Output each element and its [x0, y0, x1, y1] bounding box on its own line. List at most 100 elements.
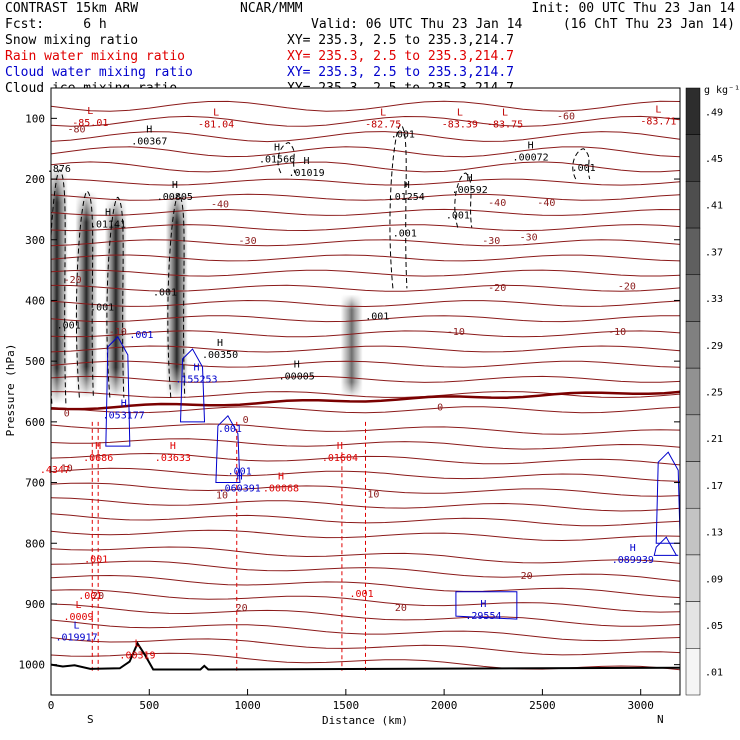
contour-label: .001: [129, 330, 153, 341]
y-tick-label: 200: [25, 173, 45, 186]
isotherm-line: [51, 208, 680, 216]
extremum-marker: H: [172, 180, 178, 191]
extremum-value: .00005: [279, 371, 315, 382]
cloud-ice-contour: [75, 190, 94, 398]
freezing-level-line: [51, 390, 680, 411]
extremum-marker: H: [630, 543, 636, 554]
y-tick-label: 400: [25, 294, 45, 307]
colorbar-swatch: [685, 227, 701, 276]
isotherm-label: 20: [521, 571, 533, 582]
extremum-value: .0009: [63, 612, 93, 623]
isotherm-label: 20: [92, 591, 104, 602]
extremum-marker: L: [457, 107, 463, 118]
isotherm-layer: [51, 100, 680, 671]
colorbar-swatch: [685, 134, 701, 182]
isotherm-label: -10: [447, 327, 465, 338]
isotherm-label: -30: [482, 236, 500, 247]
figure-header: CONTRAST 15km ARW Fcst: 6 h NCAR/MMM Val…: [5, 1, 735, 32]
extremum-marker: H: [170, 441, 176, 452]
isotherm-line: [51, 100, 680, 112]
extremum-marker: H: [294, 359, 300, 370]
colorbar-swatch: [685, 461, 701, 509]
isotherm-label: -60: [557, 111, 575, 122]
field-label: Cloud water mixing ratio: [5, 65, 193, 80]
extremum-value: -83.39: [442, 119, 478, 130]
extremum-value: .00367: [131, 136, 167, 147]
colorbar-swatch: [685, 87, 701, 135]
cloud-ice-contour: [51, 169, 67, 404]
y-tick-label: 700: [25, 477, 45, 490]
extremum-value: .03633: [155, 453, 191, 464]
extremum-value: -85.01: [72, 118, 108, 129]
annotation-layer: -80 -60 -40 -40 -40 -30 -30 -30 -20 -20 -20 -10 -10 -…: [40, 104, 677, 661]
colorbar-label: .37: [705, 247, 723, 258]
extremum-marker: H: [278, 472, 284, 483]
field-label: Rain water mixing ratio: [5, 49, 185, 64]
colorbar-label: .05: [705, 621, 723, 632]
extremum-value: .00805: [157, 192, 193, 203]
x-tick-label: 500: [139, 699, 159, 712]
field-label: Snow mixing ratio: [5, 33, 138, 48]
extremum-marker: L: [380, 107, 386, 118]
extremum-value: .00072: [513, 153, 549, 164]
colorbar-swatch: [685, 321, 701, 369]
terrain-layer: [51, 641, 680, 671]
y-tick-label: 100: [25, 112, 45, 125]
colorbar-label: .01: [705, 668, 723, 679]
extremum-marker: H: [337, 441, 343, 452]
x-tick-label: 1000: [234, 699, 261, 712]
x-tick-label: 2500: [529, 699, 556, 712]
extremum-marker: L: [134, 638, 140, 649]
extremum-marker: L: [74, 620, 80, 631]
y-tick-label: 300: [25, 234, 45, 247]
extremum-marker: H: [528, 141, 534, 152]
extremum-marker: H: [95, 441, 101, 452]
cloud-ice-contour: [389, 123, 408, 289]
extremum-value: .0686: [83, 453, 113, 464]
x-tick-label: 3000: [627, 699, 654, 712]
isotherm-label: -40: [488, 198, 506, 209]
x-endpoint-south: S: [87, 713, 94, 726]
colorbar-label: .33: [705, 294, 723, 305]
extremum-marker: H: [480, 599, 486, 610]
cloud-water-contour: [653, 536, 679, 556]
extremum-value: -83.75: [487, 119, 523, 130]
isotherm-line: [51, 345, 680, 353]
colorbar-label: .13: [705, 528, 723, 539]
valid-time: Valid: 06 UTC Thu 23 Jan 14: [311, 17, 522, 32]
colorbar-swatch: [685, 507, 701, 556]
isotherm-line: [51, 284, 680, 292]
isotherm-label: -20: [488, 283, 506, 294]
y-tick-label: 600: [25, 416, 45, 429]
extremum-marker: H: [121, 399, 127, 410]
cloud-water-contour: [215, 414, 241, 484]
field-xy-range: XY= 235.3, 2.5 to 235.3,214.7: [287, 33, 514, 48]
snow-column: [340, 294, 363, 398]
isotherm-label: 0: [64, 409, 70, 420]
cloud-ice-contour: [167, 193, 186, 398]
field-xy-range: XY= 235.3, 2.5 to 235.3,214.7: [287, 65, 514, 80]
isotherm-label: -10: [608, 327, 626, 338]
extremum-marker: H: [193, 362, 199, 373]
isotherm-line: [51, 546, 680, 564]
extremum-marker: L: [502, 107, 508, 118]
contour-label: .001: [365, 312, 389, 323]
extremum-marker: H: [217, 338, 223, 349]
colorbar-label: .09: [705, 574, 723, 585]
extremum-value: .155253: [175, 374, 217, 385]
x-axis-label: Distance (km): [322, 714, 408, 727]
isotherm-line: [51, 269, 680, 277]
forecast-hour: Fcst: 6 h: [5, 17, 107, 32]
contour-label: .001: [393, 228, 417, 239]
colorbar-swatch: [685, 181, 701, 229]
isotherm-line: [51, 146, 680, 158]
colorbar-label: .41: [705, 201, 723, 212]
isotherm-line: [51, 390, 680, 399]
isotherm-line: [51, 560, 680, 582]
extremum-marker: H: [274, 143, 280, 154]
contour-label: .001: [572, 163, 596, 174]
isotherm-line: [51, 330, 680, 338]
colorbar-swatch: [685, 414, 701, 462]
init-time: Init: 00 UTC Thu 23 Jan 14: [532, 1, 736, 16]
